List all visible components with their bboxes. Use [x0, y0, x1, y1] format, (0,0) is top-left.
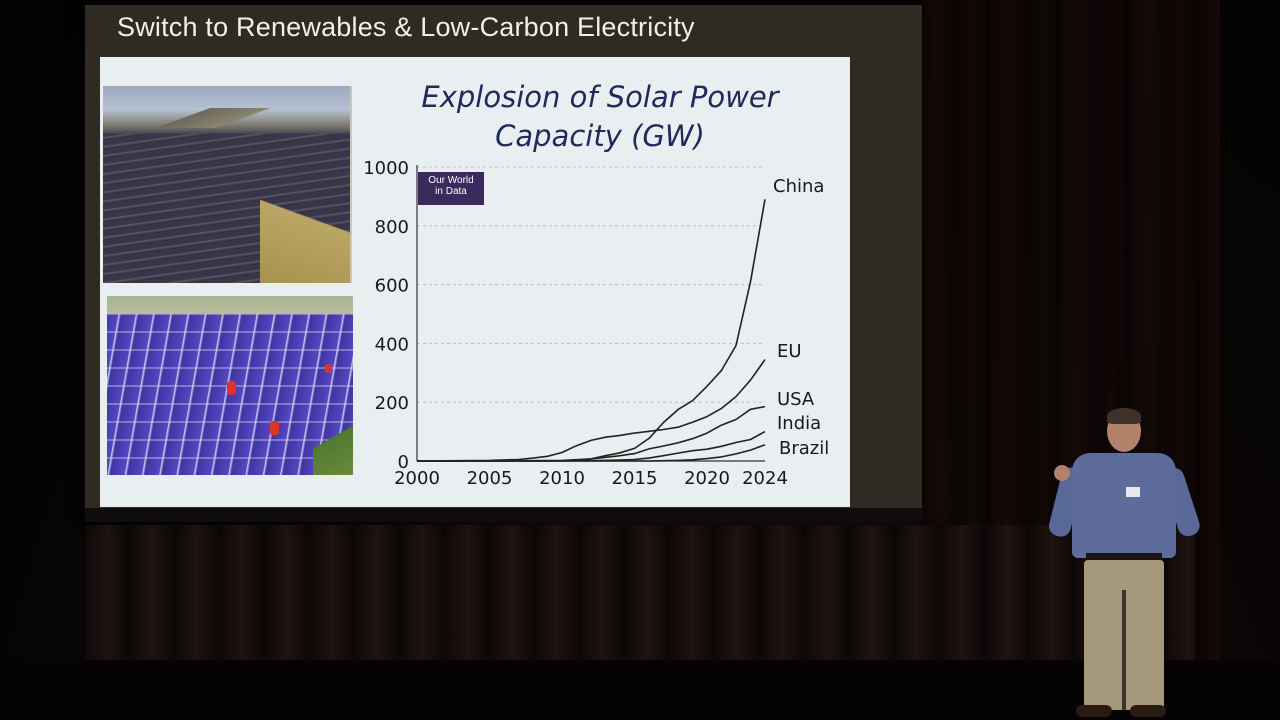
- series-line-usa: [417, 405, 766, 462]
- y-tick-label: 1000: [363, 158, 409, 179]
- x-tick-label: 2005: [467, 468, 513, 489]
- series-label-china: China: [773, 176, 824, 197]
- worker-figure: [270, 421, 279, 435]
- worker-figure: [227, 381, 236, 395]
- presenter: [1030, 405, 1203, 720]
- series-line-china: [417, 199, 766, 462]
- y-tick-label: 0: [398, 452, 409, 473]
- logo-text-line-2: in Data: [435, 186, 467, 197]
- stage-floor: [0, 660, 1280, 720]
- our-world-in-data-logo: Our World in Data: [418, 172, 484, 205]
- series-label-usa: USA: [777, 389, 815, 410]
- x-tick-label: 2015: [612, 468, 658, 489]
- presenter-hair: [1107, 408, 1141, 424]
- chart-title-line-2: Capacity (GW): [495, 119, 705, 153]
- vegetation: [313, 415, 353, 475]
- y-tick-label: 800: [375, 217, 409, 238]
- presenter-shoe: [1076, 705, 1112, 717]
- x-tick-label: 2010: [539, 468, 585, 489]
- y-tick-label: 600: [375, 276, 409, 297]
- series-label-brazil: Brazil: [779, 438, 829, 459]
- solar-capacity-line-chart: 0 200 400 600 800 1000 2000 2005 2010 2015 2020 202…: [363, 158, 829, 489]
- trouser-seam: [1122, 590, 1126, 710]
- grass-field: [260, 163, 350, 283]
- name-badge: [1126, 487, 1140, 497]
- x-tick-label: 2024: [742, 468, 788, 489]
- logo-text-line-1: Our World: [428, 175, 474, 186]
- series-label-india: India: [777, 413, 821, 434]
- chart-title-line-1: Explosion of Solar Power: [421, 80, 779, 114]
- presenter-hand: [1054, 465, 1070, 481]
- mountain-ridge: [103, 108, 350, 128]
- solar-farm-photo-desert: [103, 86, 352, 283]
- chart-title: Explosion of Solar Power Capacity (GW): [380, 78, 820, 156]
- solar-farm-photo-workers: [107, 296, 353, 475]
- stage-front: [85, 525, 1195, 675]
- series-line-eu: [416, 359, 766, 462]
- presenter-shirt: [1072, 453, 1176, 558]
- screen-bottom-bar: [85, 508, 922, 522]
- x-tick-label: 2000: [394, 468, 440, 489]
- presenter-belt: [1086, 553, 1162, 561]
- slide-title: Switch to Renewables & Low-Carbon Electr…: [117, 12, 695, 42]
- worker-figure: [325, 364, 332, 373]
- series-line-india: [417, 430, 766, 462]
- y-tick-label: 400: [375, 334, 409, 355]
- y-tick-label: 200: [375, 393, 409, 414]
- x-tick-label: 2020: [684, 468, 730, 489]
- presenter-shoe: [1130, 705, 1166, 717]
- series-line-brazil: [417, 444, 766, 462]
- series-label-eu: EU: [777, 341, 802, 362]
